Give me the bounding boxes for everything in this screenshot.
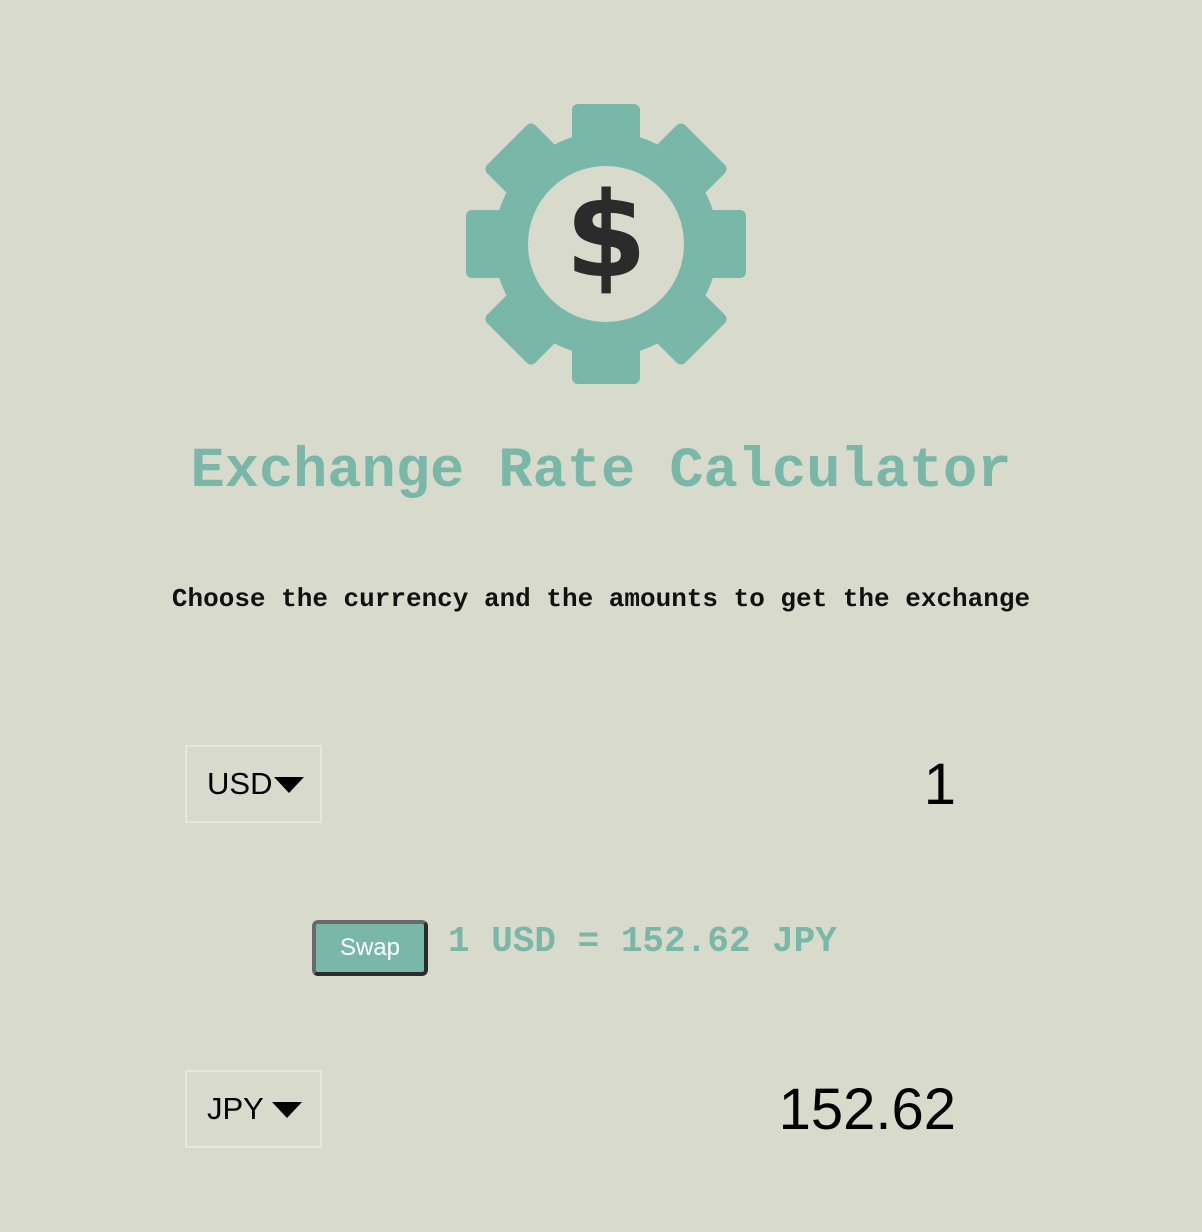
to-currency-label: JPY xyxy=(207,1091,264,1126)
gear-dollar-icon: $ xyxy=(466,104,746,384)
page-subtitle: Choose the currency and the amounts to g… xyxy=(171,584,1031,614)
from-currency-label: USD xyxy=(207,766,273,801)
page-title: Exchange Rate Calculator xyxy=(190,440,1012,504)
chevron-down-icon xyxy=(271,1102,302,1118)
exchange-rate-text: 1 USD = 152.62 JPY xyxy=(448,921,837,962)
swap-button[interactable]: Swap xyxy=(312,920,428,976)
dollar-sign-icon: $ xyxy=(565,166,647,304)
from-currency-select[interactable]: USD xyxy=(185,745,322,823)
to-amount-input[interactable]: 152.62 xyxy=(778,1077,956,1142)
from-amount-input[interactable]: 1 xyxy=(923,752,956,817)
chevron-down-icon xyxy=(274,777,305,793)
to-currency-select[interactable]: JPY xyxy=(185,1070,322,1148)
